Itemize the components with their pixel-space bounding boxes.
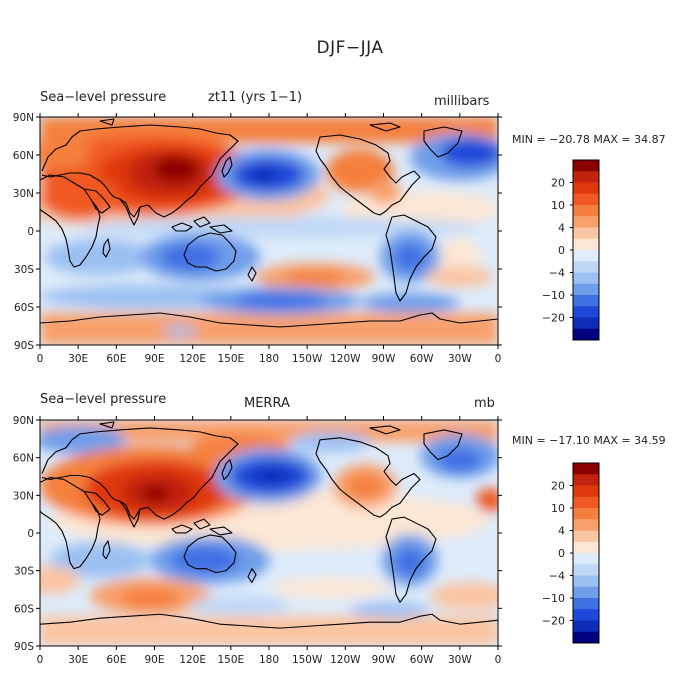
- colorbar-label: −10: [542, 289, 565, 302]
- lon-label: 180: [259, 654, 279, 666]
- lon-label: 30W: [448, 353, 472, 365]
- lon-label: 30E: [68, 353, 88, 365]
- colorbar-swatch: [573, 463, 599, 475]
- colorbar-label: 0: [558, 547, 565, 560]
- map-panel-top: [39, 116, 499, 346]
- lat-label: 90S: [14, 641, 34, 653]
- colorbar-swatch: [573, 171, 599, 183]
- panel-bottom-field: Sea−level pressure: [40, 392, 167, 407]
- panel-top-stats: MIN = −20.78 MAX = 34.87: [512, 133, 666, 146]
- lat-label: 30N: [13, 490, 34, 502]
- colorbar-label: 4: [558, 222, 565, 235]
- colorbar-swatch: [573, 575, 599, 588]
- lon-label: 90W: [372, 654, 396, 666]
- lon-label: 120E: [179, 353, 206, 365]
- colorbar-swatch: [573, 631, 599, 644]
- map-panel-bottom: [39, 419, 499, 647]
- lon-label: 150W: [292, 353, 323, 365]
- panel-bottom-units: mb: [474, 396, 495, 411]
- colorbar-swatch: [573, 283, 599, 296]
- colorbar-swatch: [573, 328, 599, 341]
- lon-label: 90E: [145, 654, 165, 666]
- colorbar-label: 10: [551, 199, 565, 212]
- colorbar-swatch: [573, 530, 599, 543]
- colorbar-label: 10: [551, 502, 565, 515]
- colorbar-swatch: [573, 250, 599, 262]
- lon-label: 90W: [372, 353, 396, 365]
- lon-label: 60E: [106, 353, 126, 365]
- colorbar-swatch: [573, 193, 599, 206]
- colorbar-label: 20: [551, 177, 565, 190]
- colorbar-label: −4: [549, 570, 565, 583]
- colorbar-swatch: [573, 295, 599, 307]
- lat-label: 30S: [14, 566, 34, 578]
- colorbar-swatch: [573, 306, 599, 318]
- colorbar-label: −10: [542, 592, 565, 605]
- colorbar-swatch: [573, 182, 599, 195]
- lon-label: 60W: [410, 353, 434, 365]
- lat-label: 60N: [13, 453, 34, 465]
- colorbar-swatch: [573, 216, 599, 228]
- colorbar-swatch: [573, 160, 599, 172]
- colorbar-swatch: [573, 227, 599, 240]
- lat-label: 60S: [14, 603, 34, 615]
- colorbar-label: 0: [558, 244, 565, 257]
- colorbar-swatch: [573, 238, 599, 251]
- colorbar-swatch: [573, 553, 599, 565]
- lon-label: 120E: [179, 654, 206, 666]
- lon-label: 0: [495, 353, 502, 365]
- colorbar-swatch: [573, 496, 599, 509]
- colorbar-swatch: [573, 541, 599, 554]
- lat-label: 0: [27, 226, 34, 238]
- colorbar-label: −20: [542, 615, 565, 628]
- lat-label: 90S: [14, 340, 34, 352]
- colorbar-swatch: [573, 586, 599, 599]
- lon-label: 60E: [106, 654, 126, 666]
- lon-label: 150W: [292, 654, 323, 666]
- lon-label: 120W: [330, 353, 361, 365]
- colorbar-swatch: [573, 609, 599, 621]
- colorbar-label: −4: [549, 267, 565, 280]
- colorbar-label: 4: [558, 525, 565, 538]
- figure-title: DJF−JJA: [316, 38, 384, 58]
- panel-bottom-stats: MIN = −17.10 MAX = 34.59: [512, 434, 666, 447]
- lon-label: 120W: [330, 654, 361, 666]
- colorbar-swatch: [573, 508, 599, 520]
- lon-label: 30W: [448, 654, 472, 666]
- colorbar-swatch: [573, 620, 599, 633]
- colorbar-swatch: [573, 317, 599, 330]
- colorbar-label: 20: [551, 480, 565, 493]
- colorbar-swatch: [573, 485, 599, 498]
- lon-label: 150E: [217, 353, 244, 365]
- lat-label: 30N: [13, 188, 34, 200]
- lon-label: 180: [259, 353, 279, 365]
- colorbar-swatch: [573, 474, 599, 486]
- lon-label: 30E: [68, 654, 88, 666]
- colorbar-label: −20: [542, 312, 565, 325]
- lon-label: 150E: [217, 654, 244, 666]
- colorbar-swatch: [573, 205, 599, 217]
- panel-top-field: Sea−level pressure: [40, 90, 167, 105]
- panel-top-units: millibars: [434, 94, 490, 109]
- lat-label: 0: [27, 528, 34, 540]
- lat-label: 90N: [13, 415, 34, 427]
- panel-bottom-case: MERRA: [244, 396, 290, 411]
- lat-label: 60N: [13, 150, 34, 162]
- lon-label: 90E: [145, 353, 165, 365]
- lat-label: 30S: [14, 264, 34, 276]
- colorbar-swatch: [573, 272, 599, 285]
- lon-label: 0: [37, 353, 44, 365]
- lon-label: 60W: [410, 654, 434, 666]
- colorbar-swatch: [573, 564, 599, 576]
- lon-label: 0: [495, 654, 502, 666]
- panel-top-case: zt11 (yrs 1−1): [208, 90, 303, 105]
- colorbar-swatch: [573, 261, 599, 273]
- lat-label: 60S: [14, 302, 34, 314]
- colorbar-swatch: [573, 598, 599, 610]
- lat-label: 90N: [13, 112, 34, 124]
- lon-label: 0: [37, 654, 44, 666]
- colorbar-swatch: [573, 519, 599, 531]
